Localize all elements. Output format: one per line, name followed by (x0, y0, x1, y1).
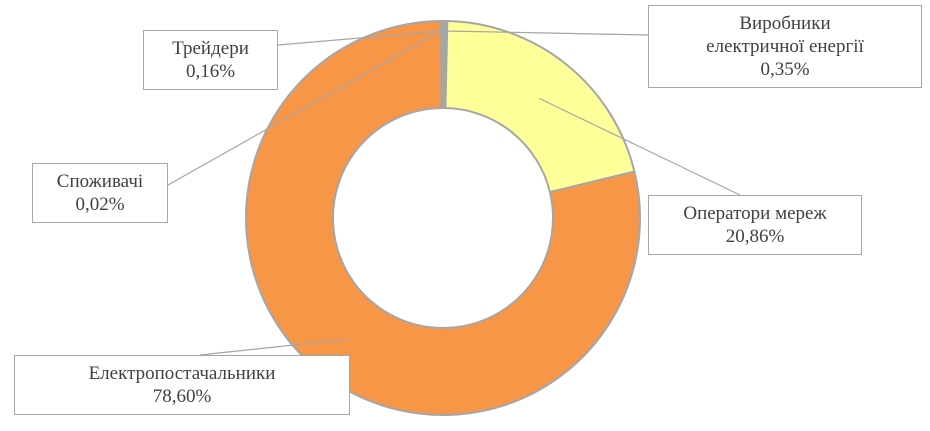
leader-line (445, 30, 649, 36)
data-label: Споживачі 0,02% (32, 163, 168, 223)
value-label: 78,60% (152, 386, 212, 407)
data-label: Оператори мереж 20,86% (648, 195, 862, 255)
value-label: 0,16% (185, 61, 236, 82)
leader-line (277, 30, 443, 46)
donut-slice (440, 19, 444, 110)
value-label: 0,02% (75, 194, 125, 215)
category-label: Споживачі (56, 171, 144, 192)
data-label: Виробники електричної енергії 0,35% (648, 5, 922, 88)
data-label: Електропостачальники 78,60% (14, 355, 350, 415)
category-label: Оператори мереж (683, 203, 827, 224)
leader-line (199, 338, 349, 356)
donut-slice (444, 20, 636, 194)
leader-line (538, 97, 741, 196)
value-label: 0,35% (760, 59, 810, 80)
donut-slice (245, 19, 641, 416)
value-label: 20,86% (725, 226, 785, 247)
leader-line (167, 30, 442, 186)
category-label: Виробники електричної енергії (706, 13, 864, 57)
category-label: Трейдери (172, 38, 249, 59)
category-label: Електропостачальники (88, 363, 276, 384)
data-label: Трейдери 0,16% (143, 30, 278, 90)
